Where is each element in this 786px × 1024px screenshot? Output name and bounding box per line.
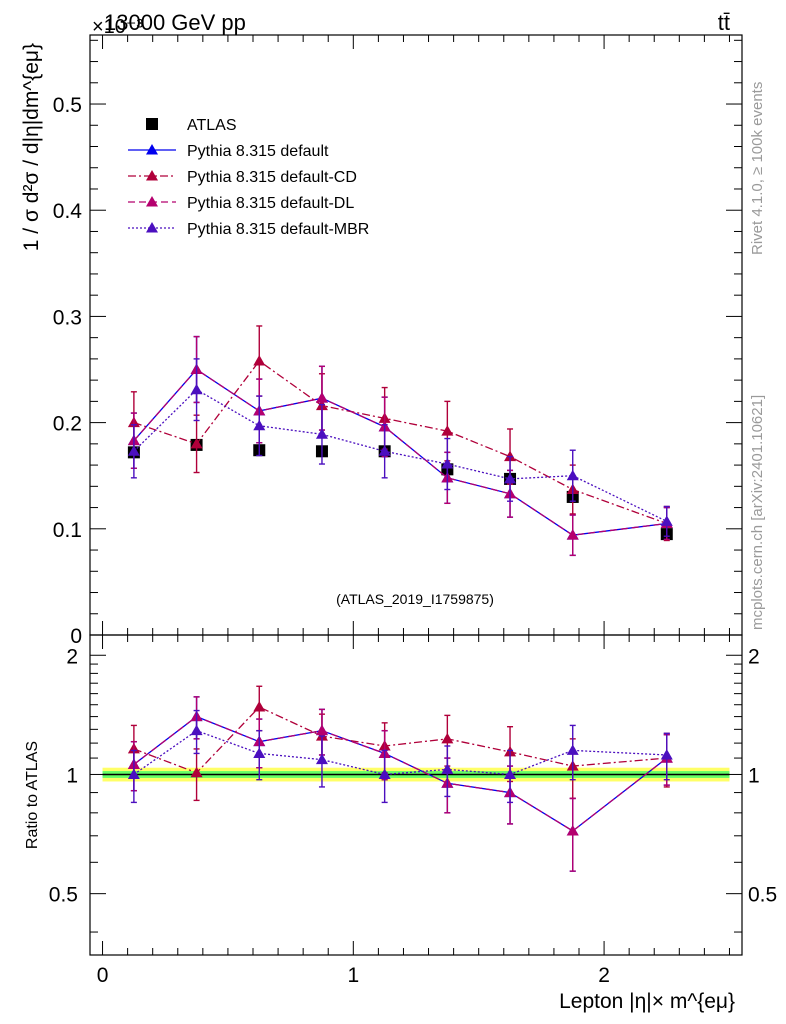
source-label: mcplots.cern.ch [arXiv:2401.10621] — [749, 395, 766, 630]
main-y-tick-label: 0.5 — [53, 94, 82, 117]
ratio-point-pythia-8-315-default-mbr — [253, 747, 266, 758]
main-point-pythia-8-315-default-mbr — [504, 472, 517, 484]
analysis-label: (ATLAS_2019_I1759875) — [336, 591, 494, 607]
main-ylabel: 1 / σ d²σ / d|η|dm^{eμ} — [20, 43, 43, 251]
legend-label-pythia-8-315-default-cd: Pythia 8.315 default-CD — [187, 169, 357, 186]
main-point-pythia-8-315-default-mbr — [315, 428, 328, 439]
ratio-point-pythia-8-315-default-cd — [253, 701, 266, 712]
main-point-pythia-8-315-default-mbr — [660, 515, 673, 526]
energy-label: 13000 GeV pp — [104, 10, 246, 35]
ratio-point-pythia-8-315-default-mbr — [127, 768, 140, 779]
legend-marker-atlas — [146, 118, 158, 130]
ratio-point-pythia-8-315-default-cd — [441, 732, 454, 744]
ratio-y-tick-label: 1 — [66, 764, 78, 787]
ratio-point-pythia-8-315-default-mbr — [660, 748, 673, 760]
legend-label-pythia-8-315-default-mbr: Pythia 8.315 default-MBR — [187, 221, 369, 238]
xlabel: Lepton |η|× m^{eμ} — [559, 990, 735, 1013]
main-y-tick-label: 0.3 — [53, 306, 82, 329]
ratio-point-pythia-8-315-default-mbr — [504, 768, 517, 779]
main-y-tick-label: 0.2 — [53, 413, 82, 436]
main-panel: 0 0.1 0.2 0.3 0.4 0.5 — [53, 34, 743, 648]
main-point-pythia-8-315-default-mbr — [566, 469, 579, 481]
ratio-y-tick-label: 2 — [66, 645, 78, 668]
legend-marker-pythia-8-315-default-dl — [146, 196, 158, 207]
main-point-pythia-8-315-default-cd — [253, 355, 266, 366]
ratio-y-tick-label-right: 0.5 — [748, 884, 777, 907]
x-tick-label: 0 — [97, 964, 109, 987]
ratio-point-pythia-8-315-default-mbr — [315, 753, 328, 765]
legend-label-pythia-8-315-default: Pythia 8.315 default — [187, 143, 329, 160]
main-point-pythia-8-315-default-cd — [190, 437, 203, 449]
ratio-point-pythia-8-315-default-mbr — [190, 724, 203, 736]
ratio-point-pythia-8-315-default-cd — [190, 766, 203, 778]
rivet-label: Rivet 4.1.0, ≥ 100k events — [749, 82, 766, 255]
legend-marker-pythia-8-315-default-mbr — [146, 222, 158, 233]
main-point-pythia-8-315-default-cd — [441, 425, 454, 436]
x-tick-label: 1 — [347, 964, 359, 987]
ratio-frame — [89, 634, 743, 956]
ratio-point-pythia-8-315-default-mbr — [566, 744, 579, 755]
main-point-pythia-8-315-default-dl — [315, 392, 328, 403]
main-point-pythia-8-315-default-dl — [566, 529, 579, 540]
legend-label-atlas: ATLAS — [187, 117, 237, 134]
ratio-series-line-pythia-8-315-default-mbr — [133, 729, 667, 776]
main-point-pythia-8-315-default-mbr — [253, 419, 266, 431]
main-y-tick-label: 0.1 — [53, 519, 82, 542]
main-point-pythia-8-315-default-mbr — [127, 445, 140, 456]
main-point-pythia-8-315-default-mbr — [441, 458, 454, 469]
ratio-point-pythia-8-315-default-mbr — [441, 763, 454, 774]
ratio-point-pythia-8-315-default-mbr — [378, 768, 391, 779]
legend-marker-pythia-8-315-default-cd — [146, 170, 158, 181]
ratio-ylabel: Ratio to ATLAS — [24, 741, 41, 849]
ratio-y-tick-label-right: 2 — [748, 645, 760, 668]
exponent-label: ×10⁻³ — [92, 16, 143, 38]
main-point-pythia-8-315-default-mbr — [378, 445, 391, 456]
x-tick-label: 2 — [598, 964, 610, 987]
main-y-tick-label: 0 — [70, 625, 82, 648]
main-y-tick-label: 0.4 — [53, 200, 83, 223]
main-point-pythia-8-315-default-cd — [504, 450, 517, 462]
legend-marker-pythia-8-315-default — [146, 144, 158, 155]
ratio-panel: 0 1 2 0.5 0.5 1 1 2 2 — [49, 634, 777, 987]
legend: ATLAS Pythia 8.315 default Pythia 8.315 de… — [128, 117, 369, 238]
ratio-point-pythia-8-315-default-dl — [566, 824, 579, 836]
legend-label-pythia-8-315-default-dl: Pythia 8.315 default-DL — [187, 195, 354, 212]
main-point-pythia-8-315-default-mbr — [190, 383, 203, 395]
ratio-y-tick-label-right: 1 — [748, 764, 760, 787]
ratio-point-pythia-8-315-default-dl — [315, 724, 328, 736]
ratio-y-tick-label: 0.5 — [49, 884, 78, 907]
process-label: tt̄ — [718, 10, 730, 35]
